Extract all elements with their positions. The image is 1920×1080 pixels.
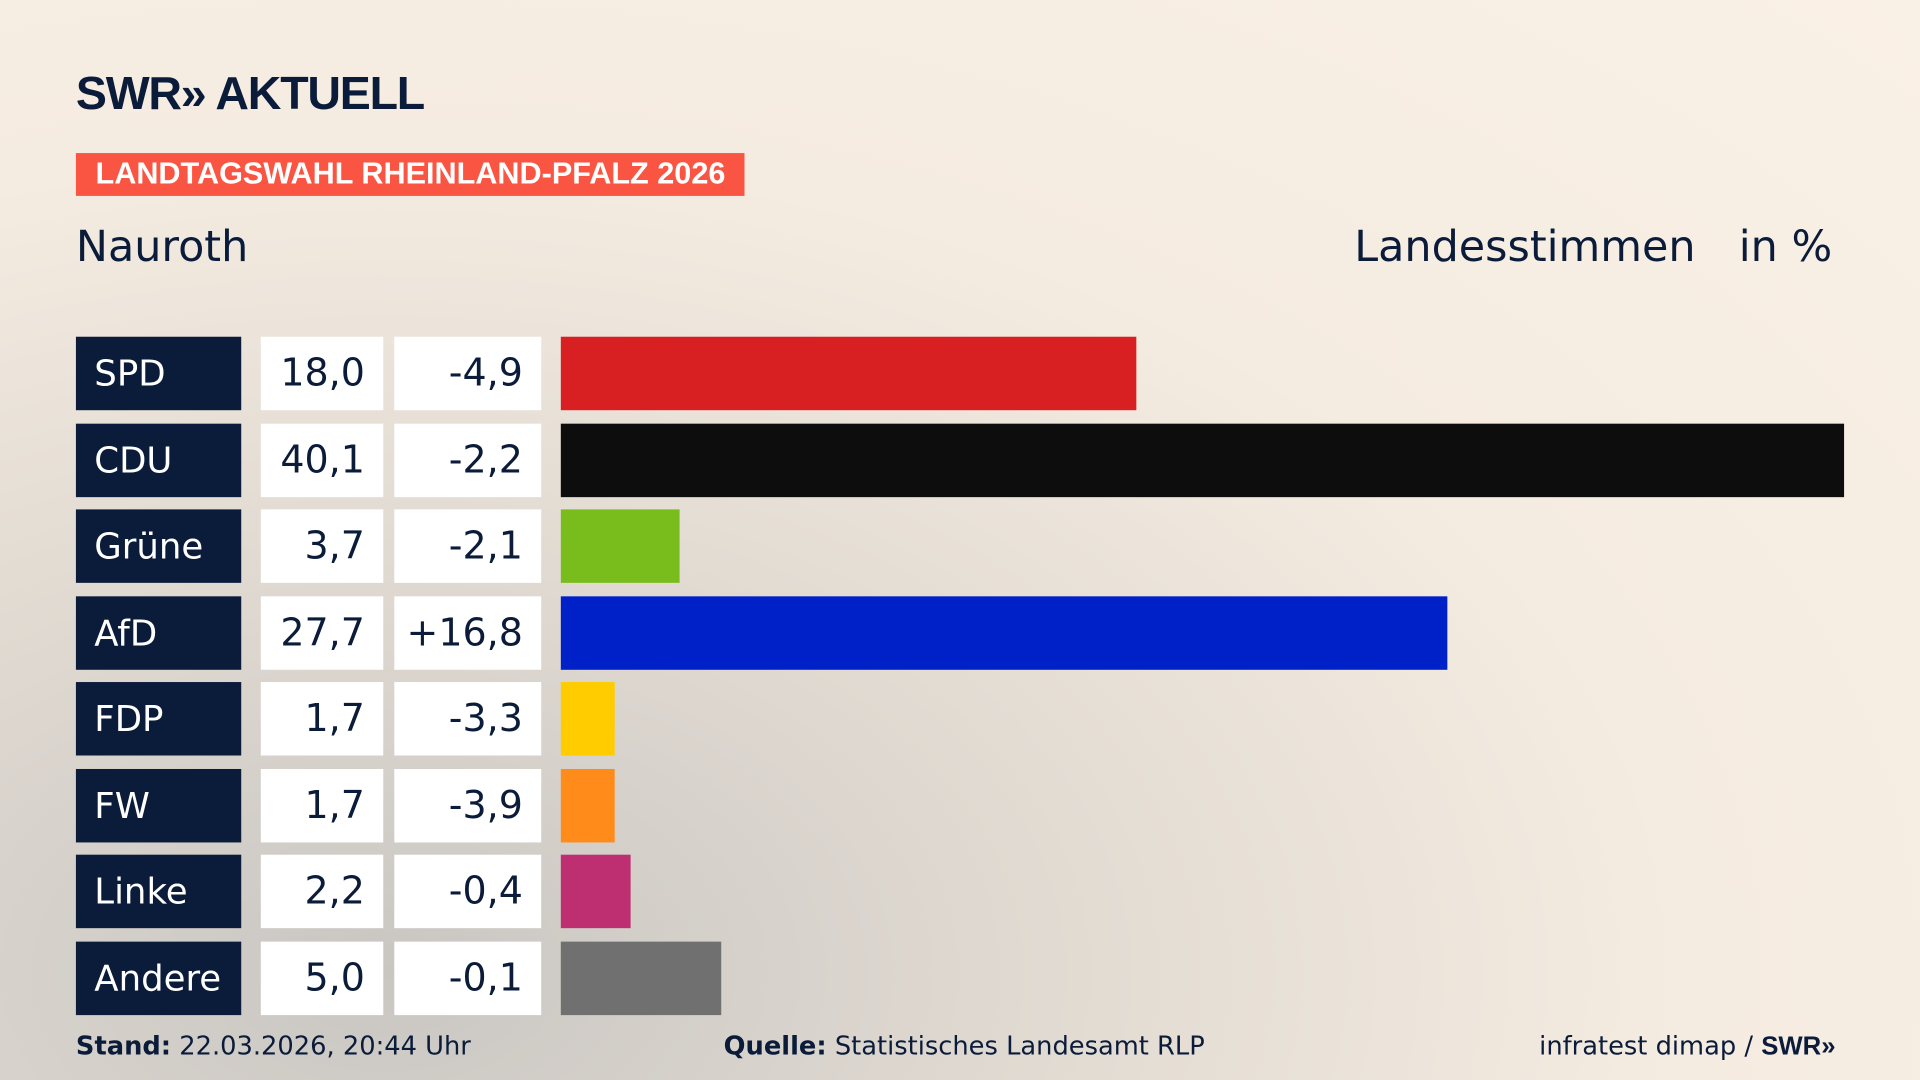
value-label: 18,0 [260,336,384,411]
diff-label: -2,1 [394,509,542,583]
source-value: Statistisches Landesamt RLP [834,1031,1205,1061]
diff-label: -4,9 [394,336,542,411]
swr-logo: SWR» [1761,1032,1836,1061]
stand-label: Stand: [75,1031,172,1061]
value-label: 40,1 [260,423,384,497]
value-label: 5,0 [260,941,384,1015]
value-label: 1,7 [260,682,384,756]
value-label: 1,7 [260,768,384,842]
source: Quelle: Statistisches Landesamt RLP [724,1031,1205,1060]
diff-label: -0,1 [394,941,542,1015]
party-label: Andere [75,941,242,1015]
diff-label: -3,9 [394,768,542,842]
bar [560,423,1845,497]
election-banner: LANDTAGSWAHL RHEINLAND-PFALZ 2026 [75,153,745,196]
party-label: Linke [75,854,242,929]
value-label: 2,2 [260,854,384,929]
stand-value: 22.03.2026, 20:44 Uhr [179,1031,471,1061]
swr-aktuell-logo: SWR» AKTUELL [75,68,425,121]
diff-label: -3,3 [394,682,542,756]
party-label: SPD [75,336,242,411]
unit-label: in % [1738,222,1833,272]
vote-type-label: Landesstimmen [1354,222,1696,272]
diff-label: +16,8 [394,595,542,670]
diff-label: -2,2 [394,423,542,497]
credit: infratest dimap / SWR» [1539,1031,1835,1062]
bar [560,768,616,842]
bar [560,682,616,756]
bar [560,941,721,1015]
party-label: CDU [75,423,242,497]
bar [560,336,1137,411]
bar [560,509,680,583]
bar [560,854,632,929]
value-label: 27,7 [260,595,384,670]
party-label: FDP [75,682,242,756]
bar [560,595,1448,670]
value-label: 3,7 [260,509,384,583]
party-label: Grüne [75,509,242,583]
stand: Stand: 22.03.2026, 20:44 Uhr [76,1031,471,1060]
place-title: Nauroth [75,222,249,272]
party-label: AfD [75,595,242,670]
source-label: Quelle: [723,1031,827,1061]
party-label: FW [75,768,242,842]
diff-label: -0,4 [394,854,542,929]
credit-text: infratest dimap / [1539,1031,1754,1061]
